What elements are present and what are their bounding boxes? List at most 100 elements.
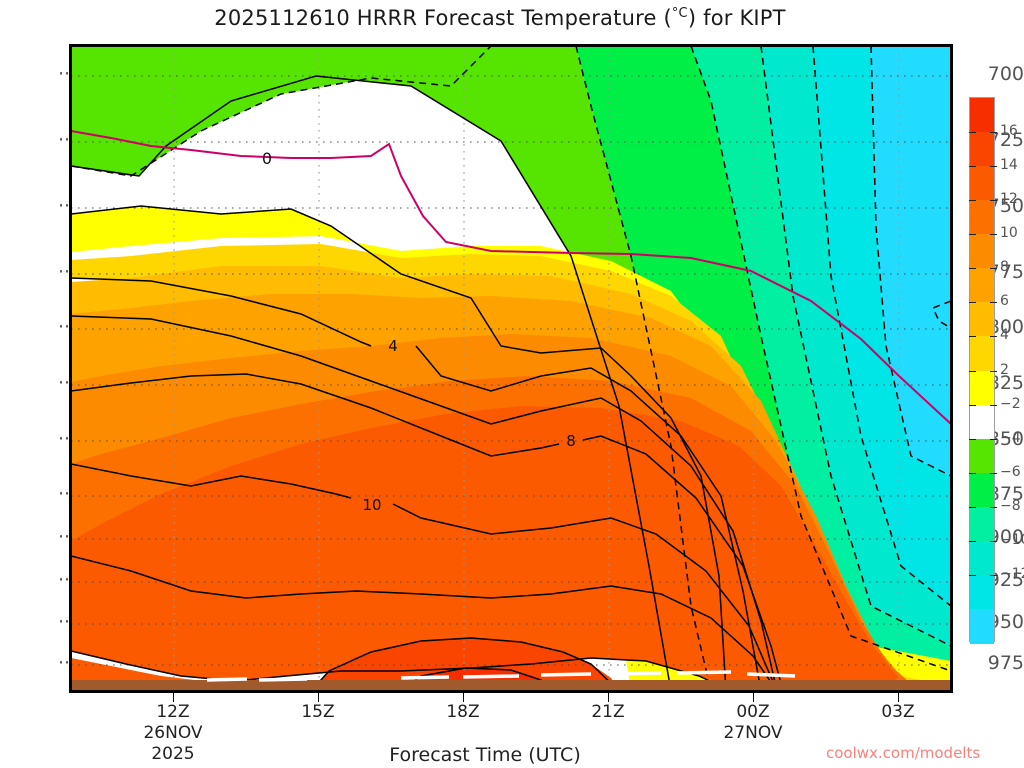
title-prefix: 2025112610 HRRR Forecast Temperature ( xyxy=(214,6,672,30)
colorbar-tick-left-10 xyxy=(969,234,976,236)
colorbar-band--4-to--2 xyxy=(970,438,994,474)
x-tick-mark-12Z xyxy=(173,693,174,702)
contour-label-8: 8 xyxy=(566,432,576,450)
x-tick-label-21Z: 21Z xyxy=(591,702,624,723)
colorbar-tick-right--10 xyxy=(990,540,997,542)
colorbar-band-12-to-14 xyxy=(970,166,994,201)
colorbar-band-16-to-18 xyxy=(970,98,994,133)
colorbar-tick-right-12 xyxy=(990,200,997,202)
colorbar-tick-left--4 xyxy=(969,438,976,440)
colorbar-tick-right--12 xyxy=(990,574,997,576)
x-tick-time: 18Z xyxy=(446,702,480,722)
y-tick-label-800: 800 xyxy=(987,316,1024,338)
x-tick-label-12Z: 12Z 26NOV 2025 xyxy=(143,702,202,765)
colorbar-band-10-to-12 xyxy=(970,200,994,235)
colorbar-band--10-to--8 xyxy=(970,540,994,576)
x-tick-time: 00Z xyxy=(736,702,770,722)
y-tick-label-950: 950 xyxy=(987,611,1024,633)
colorbar-label--12: −12 xyxy=(1000,565,1024,582)
contour-label-10: 10 xyxy=(362,496,381,514)
colorbar-band-4-to-6 xyxy=(970,302,994,338)
y-tick-mark-825: ·· xyxy=(58,372,71,394)
x-tick-time: 12Z xyxy=(156,702,190,722)
x-tick-mark-03Z xyxy=(898,693,899,702)
x-tick-date: 27NOV xyxy=(723,723,783,743)
x-tick-mark-18Z xyxy=(463,693,464,702)
colorbar xyxy=(969,97,997,644)
colorbar-label--8: −8 xyxy=(1000,497,1021,514)
x-tick-label-15Z: 15Z xyxy=(301,702,334,723)
colorbar-band--6-to--4 xyxy=(970,472,994,508)
colorbar-band-14-to-16 xyxy=(970,132,994,167)
colorbar-tick-right-2 xyxy=(990,370,997,372)
colorbar-tick-left--10 xyxy=(969,540,976,542)
colorbar-tick-left--6 xyxy=(969,472,976,474)
colorbar-tick-left-2 xyxy=(969,370,976,372)
colorbar-tick-right--4 xyxy=(990,438,997,440)
y-tick-label-975: 975 xyxy=(987,652,1024,674)
x-axis-title: Forecast Time (UTC) xyxy=(389,744,581,766)
colorbar-tick-right-10 xyxy=(990,234,997,236)
colorbar-label-10: 10 xyxy=(1000,225,1018,242)
colorbar-band-0-to-2 xyxy=(970,370,994,406)
watermark-link[interactable]: coolwx.com/modelts xyxy=(826,744,981,762)
colorbar-tick-right-6 xyxy=(990,302,997,304)
x-tick-label-03Z: 03Z xyxy=(881,702,914,723)
colorbar-label-6: 6 xyxy=(1000,293,1009,310)
colorbar-label-12: 12 xyxy=(1000,191,1018,208)
colorbar-band-2-to-4 xyxy=(970,336,994,372)
y-tick-mark-775: ·· xyxy=(58,261,71,283)
colorbar-tick-right-14 xyxy=(990,166,997,168)
y-tick-label-725: 725 xyxy=(987,129,1024,151)
colorbar-label--10: −10 xyxy=(1000,531,1024,548)
colorbar-tick-left-12 xyxy=(969,200,976,202)
y-tick-label-825: 825 xyxy=(987,372,1024,394)
colorbar-tick-left-16 xyxy=(969,132,976,134)
y-tick-mark-700: ·· xyxy=(58,63,71,85)
colorbar-band--2-to-0 xyxy=(970,404,994,440)
x-tick-time: 03Z xyxy=(881,702,915,722)
colorbar-band-6-to-8 xyxy=(970,268,994,303)
colorbar-band--14-to--12 xyxy=(970,608,994,644)
x-tick-mark-15Z xyxy=(318,693,319,702)
colorbar-tick-left--12 xyxy=(969,574,976,576)
colorbar-label-2: 2 xyxy=(1000,361,1009,378)
colorbar-tick-left--2 xyxy=(969,404,976,406)
colorbar-tick-left-14 xyxy=(969,166,976,168)
y-tick-mark-800: ·· xyxy=(58,316,71,338)
colorbar-tick-right-4 xyxy=(990,336,997,338)
colorbar-label--2: −2 xyxy=(1000,395,1021,412)
x-tick-label-18Z: 18Z xyxy=(446,702,479,723)
x-tick-mark-00Z xyxy=(753,693,754,702)
contour-plot: 4 8 10 0 xyxy=(71,46,951,691)
y-tick-mark-875: ·· xyxy=(58,483,71,505)
colorbar-label--6: −6 xyxy=(1000,463,1021,480)
y-tick-mark-925: ·· xyxy=(58,569,71,591)
plot-area: 4 8 10 0 xyxy=(69,44,953,693)
colorbar-tick-left-6 xyxy=(969,302,976,304)
colorbar-band--12-to--10 xyxy=(970,574,994,610)
colorbar-tick-left-4 xyxy=(969,336,976,338)
colorbar-tick-right--6 xyxy=(990,472,997,474)
y-tick-label-700: 700 xyxy=(987,63,1024,85)
y-tick-mark-900: ·· xyxy=(58,526,71,548)
title-degree-unit: °C xyxy=(671,6,688,21)
colorbar-label-8: 8 xyxy=(1000,259,1009,276)
colorbar-tick-right--8 xyxy=(990,506,997,508)
x-tick-time: 21Z xyxy=(591,702,625,722)
x-tick-year: 2025 xyxy=(151,744,195,764)
y-tick-label-925: 925 xyxy=(987,569,1024,591)
title-suffix: ) for KIPT xyxy=(687,6,786,30)
colorbar-tick-left-8 xyxy=(969,268,976,270)
colorbar-band-8-to-10 xyxy=(970,234,994,269)
colorbar-tick-right-16 xyxy=(990,132,997,134)
colorbar-tick-left--8 xyxy=(969,506,976,508)
y-tick-label-900: 900 xyxy=(987,526,1024,548)
colorbar-tick-right-8 xyxy=(990,268,997,270)
y-tick-mark-725: ·· xyxy=(58,129,71,151)
colorbar-label--4: −4 xyxy=(1000,429,1021,446)
contour-label-0: 0 xyxy=(262,149,272,168)
contour-label-4: 4 xyxy=(388,337,398,355)
y-tick-mark-975: ·· xyxy=(58,652,71,674)
